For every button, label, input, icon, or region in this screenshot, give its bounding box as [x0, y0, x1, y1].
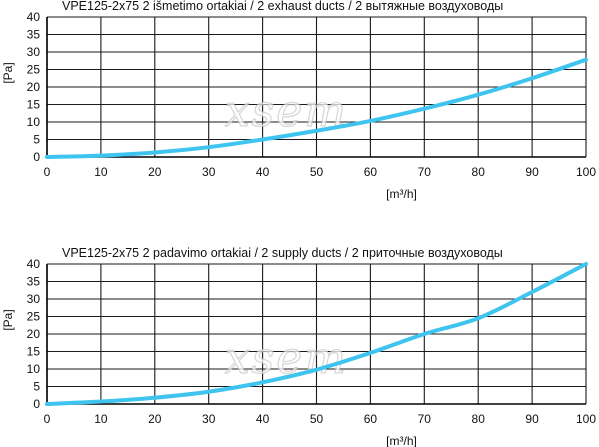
y-tick-label: 20: [27, 327, 41, 341]
x-tick-label: 20: [148, 412, 162, 426]
x-tick-label: 60: [364, 165, 378, 179]
y-tick-label: 35: [27, 28, 41, 42]
x-tick-label: 50: [310, 412, 324, 426]
x-tick-label: 70: [418, 412, 432, 426]
x-tick-label: 40: [256, 165, 270, 179]
x-tick-label: 30: [202, 165, 216, 179]
y-tick-label: 5: [33, 133, 40, 147]
x-tick-label: 30: [202, 412, 216, 426]
x-tick-label: 80: [472, 165, 486, 179]
x-tick-label: 40: [256, 412, 270, 426]
x-axis-label: [m³/h]: [386, 434, 417, 447]
y-tick-label: 15: [27, 98, 41, 112]
x-tick-label: 10: [94, 412, 108, 426]
x-tick-label: 100: [576, 412, 596, 426]
y-tick-label: 15: [27, 345, 41, 359]
x-tick-label: 90: [525, 412, 539, 426]
x-tick-label: 0: [44, 412, 51, 426]
x-tick-label: 90: [525, 165, 539, 179]
x-tick-label: 20: [148, 165, 162, 179]
x-tick-label: 60: [364, 412, 378, 426]
chart-title: VPE125-2x75 2 padavimo ortakiai / 2 supp…: [62, 246, 503, 260]
x-tick-label: 80: [472, 412, 486, 426]
x-tick-label: 100: [576, 165, 596, 179]
y-tick-label: 25: [27, 63, 41, 77]
y-tick-label: 20: [27, 80, 41, 94]
x-axis-label: [m³/h]: [386, 187, 417, 201]
series-line: [45, 57, 588, 159]
series-line: [45, 262, 588, 406]
y-axis-label: [Pa]: [1, 309, 15, 330]
y-tick-label: 0: [33, 150, 40, 164]
x-tick-label: 0: [44, 165, 51, 179]
y-tick-label: 25: [27, 310, 41, 324]
y-tick-label: 10: [27, 362, 41, 376]
y-axis-label: [Pa]: [1, 62, 15, 83]
x-tick-label: 70: [418, 165, 432, 179]
y-tick-label: 35: [27, 275, 41, 289]
chart-title: VPE125-2x75 2 išmetimo ortakiai / 2 exha…: [62, 0, 503, 13]
y-tick-label: 30: [27, 292, 41, 306]
y-tick-label: 0: [33, 397, 40, 411]
y-tick-label: 30: [27, 45, 41, 59]
y-tick-label: 5: [33, 380, 40, 394]
chart-2: VPE125-2x75 2 padavimo ortakiai / 2 supp…: [1, 246, 596, 447]
y-tick-label: 40: [27, 257, 41, 271]
chart-1: VPE125-2x75 2 išmetimo ortakiai / 2 exha…: [1, 0, 596, 201]
x-tick-label: 10: [94, 165, 108, 179]
x-tick-label: 50: [310, 165, 324, 179]
y-tick-label: 40: [27, 10, 41, 24]
y-tick-label: 10: [27, 115, 41, 129]
